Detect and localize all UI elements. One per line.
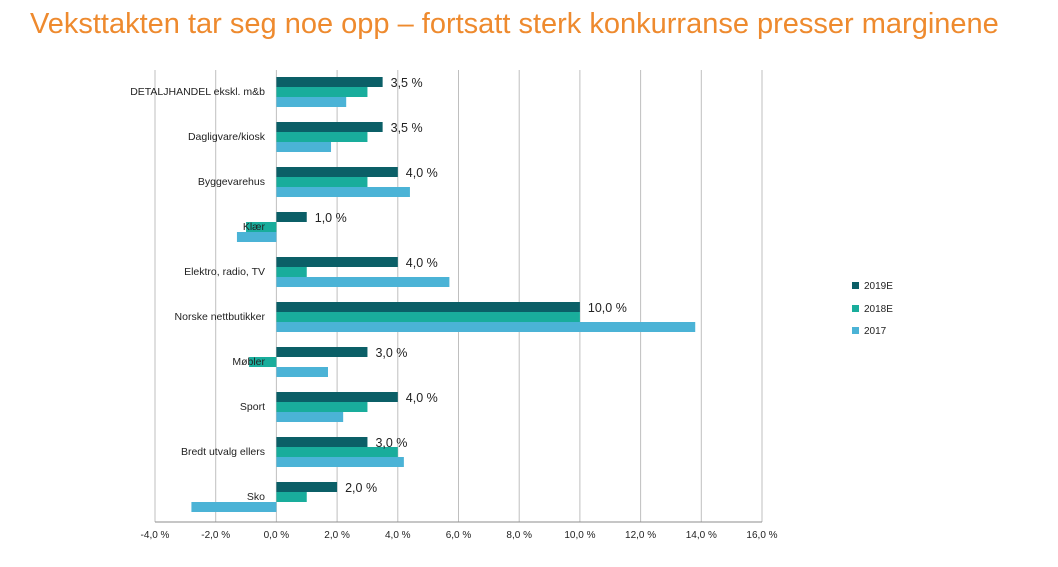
bar-2017 — [191, 502, 277, 512]
category-label: Bredt utvalg ellers — [181, 446, 265, 458]
bar-2018e — [249, 357, 277, 367]
legend-swatch — [852, 327, 859, 334]
legend-swatch — [852, 282, 859, 289]
data-label: 1,0 % — [315, 211, 347, 225]
bar-2018e — [276, 177, 368, 187]
bar-2017 — [276, 322, 696, 332]
data-label: 2,0 % — [345, 481, 377, 495]
bar-2018e — [276, 402, 368, 412]
category-label: Dagligvare/kiosk — [188, 131, 266, 143]
bar-2019e — [276, 347, 368, 357]
data-label: 3,0 % — [375, 346, 407, 360]
legend-label: 2019E — [864, 281, 893, 292]
bar-2017 — [276, 367, 328, 377]
bar-2019e — [276, 302, 580, 312]
category-label: Elektro, radio, TV — [184, 266, 265, 278]
data-label: 3,5 % — [391, 121, 423, 135]
x-tick-label: -2,0 % — [201, 530, 230, 541]
bar-layer — [191, 77, 696, 512]
category-label: Norske nettbutikker — [175, 311, 266, 323]
bar-2019e — [276, 482, 338, 492]
x-tick-label: 6,0 % — [446, 530, 472, 541]
bar-2018e — [246, 222, 277, 232]
bar-2017 — [276, 457, 404, 467]
x-tick-label: 2,0 % — [324, 530, 350, 541]
axis-layer: -4,0 % -2,0 % 0,0 % 2,0 % 4,0 % 6,0 % 8,0 % 10,… — [141, 521, 778, 541]
x-tick-label: 0,0 % — [264, 530, 290, 541]
bar-2019e — [276, 122, 383, 132]
bar-2019e — [276, 392, 398, 402]
bar-2018e — [276, 267, 307, 277]
x-tick-label: 8,0 % — [506, 530, 532, 541]
x-tick-label: 12,0 % — [625, 530, 656, 541]
bar-2017 — [276, 97, 347, 107]
data-label: 4,0 % — [406, 166, 438, 180]
legend-swatch — [852, 305, 859, 312]
legend-label: 2018E — [864, 304, 893, 315]
data-label: 4,0 % — [406, 391, 438, 405]
category-label: Byggevarehus — [198, 176, 265, 188]
x-tick-label: 16,0 % — [746, 530, 777, 541]
category-label: Møbler — [232, 356, 265, 368]
x-tick-label: 10,0 % — [564, 530, 595, 541]
page-title: Veksttakten tar seg noe opp – fortsatt s… — [30, 8, 999, 40]
bar-2019e — [276, 257, 398, 267]
bar-2018e — [276, 447, 398, 457]
bar-2017 — [276, 277, 450, 287]
x-tick-label: -4,0 % — [141, 530, 170, 541]
bar-2017 — [276, 142, 332, 152]
category-label: Sport — [240, 401, 265, 413]
bar-2018e — [276, 87, 368, 97]
category-label: Klær — [243, 221, 266, 233]
bar-2019e — [276, 167, 398, 177]
data-label: 3,5 % — [391, 76, 423, 90]
legend-label: 2017 — [864, 326, 887, 337]
bar-2017 — [236, 232, 277, 242]
label-layer: DETALJHANDEL ekskl. m&b 3,5 % Dagligvare/k… — [130, 76, 627, 503]
bar-2018e — [276, 312, 580, 322]
bar-2017 — [276, 412, 344, 422]
legend: 2019E 2018E 2017 — [852, 281, 893, 337]
category-label: Sko — [247, 491, 265, 503]
data-label: 10,0 % — [588, 301, 627, 315]
bar-2019e — [276, 437, 368, 447]
bar-2019e — [276, 212, 307, 222]
category-label: DETALJHANDEL ekskl. m&b — [130, 86, 265, 98]
data-label: 4,0 % — [406, 256, 438, 270]
x-tick-label: 14,0 % — [686, 530, 717, 541]
x-tick-label: 4,0 % — [385, 530, 411, 541]
bar-2018e — [276, 492, 307, 502]
bar-2017 — [276, 187, 410, 197]
bar-2018e — [276, 132, 368, 142]
data-label: 3,0 % — [375, 436, 407, 450]
bar-2019e — [276, 77, 383, 87]
